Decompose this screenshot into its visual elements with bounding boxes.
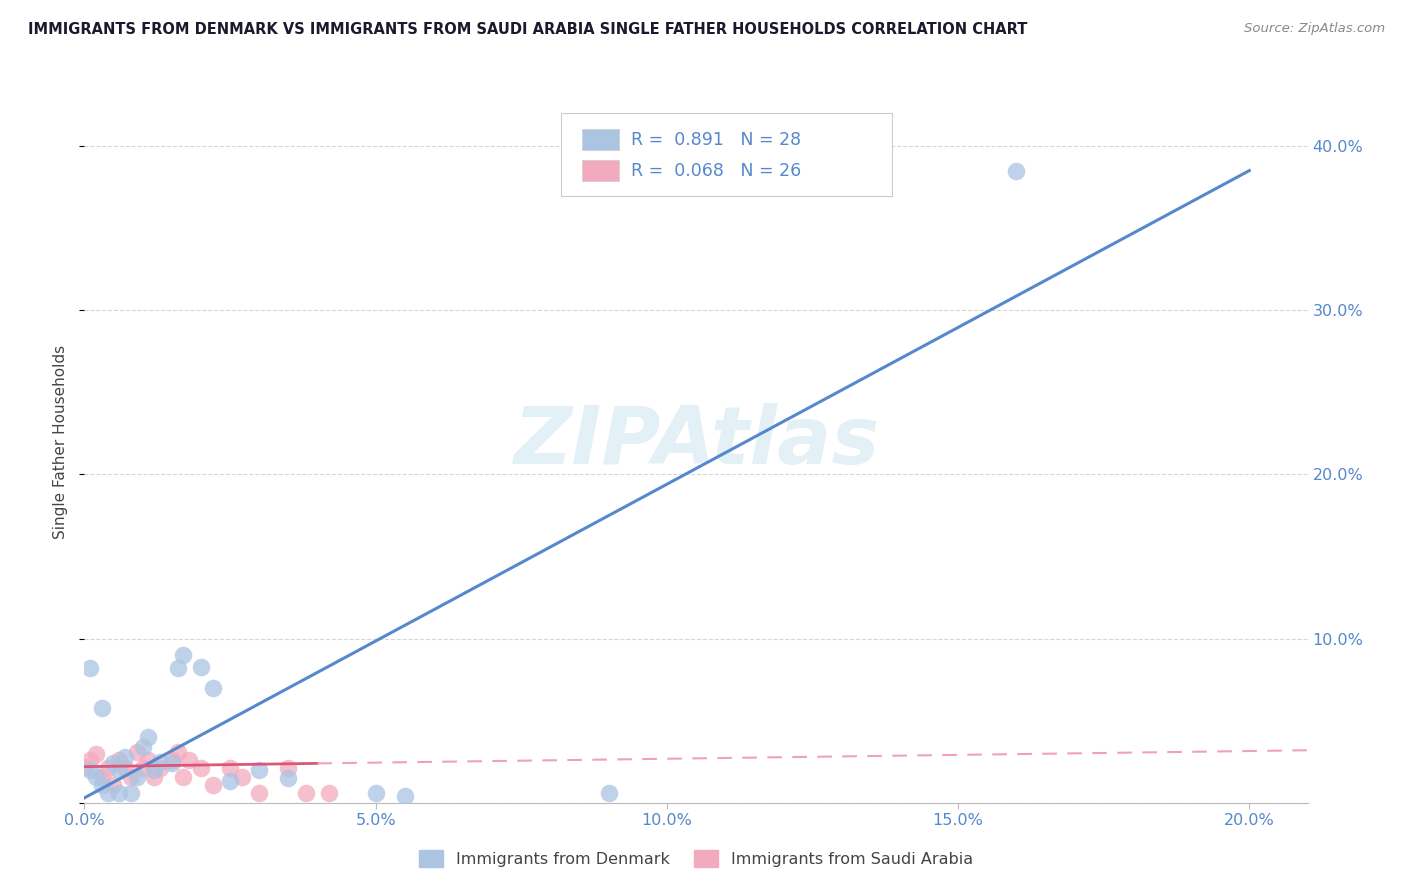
Point	[201, 778, 224, 792]
Point	[97, 786, 120, 800]
Point	[79, 763, 101, 777]
Point	[90, 770, 112, 784]
Text: IMMIGRANTS FROM DENMARK VS IMMIGRANTS FROM SAUDI ARABIA SINGLE FATHER HOUSEHOLDS: IMMIGRANTS FROM DENMARK VS IMMIGRANTS FR…	[28, 22, 1028, 37]
Point	[73, 760, 96, 774]
Legend: Immigrants from Denmark, Immigrants from Saudi Arabia: Immigrants from Denmark, Immigrants from…	[419, 850, 973, 867]
Point	[277, 771, 299, 785]
Point	[79, 661, 101, 675]
Text: R =  0.891   N = 28: R = 0.891 N = 28	[631, 130, 801, 149]
Point	[103, 756, 125, 771]
Point	[160, 753, 183, 767]
Point	[131, 739, 153, 754]
Point	[294, 786, 316, 800]
Point	[114, 761, 136, 775]
Point	[166, 745, 188, 759]
Y-axis label: Single Father Households: Single Father Households	[53, 344, 69, 539]
Point	[108, 763, 131, 777]
Point	[79, 753, 101, 767]
Point	[179, 753, 201, 767]
Point	[108, 786, 131, 800]
Point	[143, 770, 166, 784]
Point	[364, 786, 387, 800]
Point	[125, 770, 148, 784]
Point	[131, 761, 153, 775]
Point	[201, 681, 224, 695]
Point	[1005, 163, 1028, 178]
Point	[84, 747, 107, 761]
Point	[394, 789, 416, 804]
FancyBboxPatch shape	[582, 128, 619, 151]
Text: ZIPAtlas: ZIPAtlas	[513, 402, 879, 481]
Point	[108, 753, 131, 767]
Point	[114, 749, 136, 764]
Point	[190, 761, 212, 775]
Point	[149, 761, 172, 775]
Point	[277, 761, 299, 775]
Point	[90, 778, 112, 792]
Point	[247, 763, 270, 777]
Point	[318, 786, 340, 800]
Point	[120, 770, 142, 784]
Point	[90, 700, 112, 714]
Point	[190, 659, 212, 673]
Point	[120, 786, 142, 800]
Point	[125, 745, 148, 759]
Point	[219, 774, 242, 789]
Point	[103, 778, 125, 792]
Text: R =  0.068   N = 26: R = 0.068 N = 26	[631, 161, 801, 179]
FancyBboxPatch shape	[561, 112, 891, 196]
Point	[166, 661, 188, 675]
Point	[598, 786, 620, 800]
Point	[172, 770, 194, 784]
Point	[143, 763, 166, 777]
Point	[247, 786, 270, 800]
Point	[97, 761, 120, 775]
Point	[172, 648, 194, 662]
Point	[149, 755, 172, 769]
Point	[138, 753, 160, 767]
Text: Source: ZipAtlas.com: Source: ZipAtlas.com	[1244, 22, 1385, 36]
FancyBboxPatch shape	[582, 160, 619, 181]
Point	[84, 770, 107, 784]
Point	[219, 761, 242, 775]
Point	[231, 770, 253, 784]
Point	[160, 756, 183, 771]
Point	[138, 730, 160, 744]
